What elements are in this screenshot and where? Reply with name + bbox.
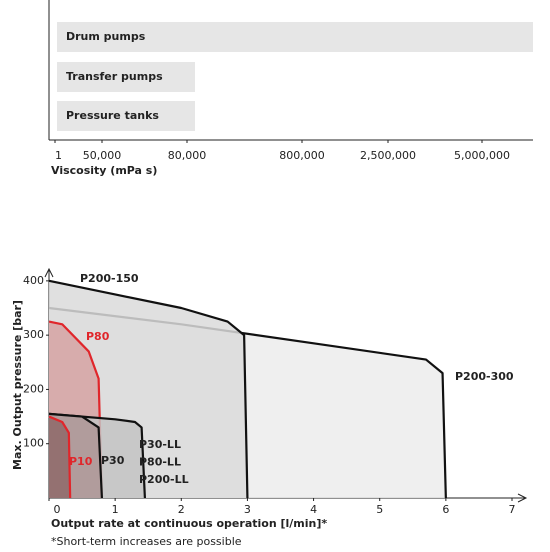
x-arrow	[517, 493, 528, 503]
x-tick-label: 4	[310, 503, 317, 516]
area	[49, 416, 71, 498]
x-tick-label: 6	[442, 503, 449, 516]
x-tick-label: 2,500,000	[360, 149, 416, 162]
x-tick-label: 1	[55, 149, 62, 162]
x-tick-label: 50,000	[83, 149, 122, 162]
series-line	[48, 412, 147, 499]
y-arrow	[44, 267, 54, 278]
x-tick-label: 3	[244, 503, 251, 516]
series-label: P10	[69, 455, 93, 468]
series-label: P200-150	[80, 272, 139, 285]
bar	[57, 62, 195, 92]
y-tick-label: 300	[23, 328, 44, 341]
x-tick-label: 5	[376, 503, 383, 516]
bar	[57, 101, 195, 131]
x-tick-label: 80,000	[168, 149, 207, 162]
bar-label: Pressure tanks	[66, 109, 159, 122]
series-line	[48, 415, 72, 499]
series-label: P200-LL	[139, 473, 189, 486]
x-tick-label: 7	[509, 503, 516, 516]
x-axis-title: Output rate at continuous operation [l/m…	[51, 517, 327, 530]
footnote: *Short-term increases are possible	[51, 535, 242, 548]
series-label: P80-LL	[139, 456, 181, 469]
series-label: P200-300	[455, 370, 514, 383]
y-axis-title: Max. Output pressure [bar]	[11, 300, 24, 470]
y-tick-label: 100	[23, 437, 44, 450]
x-axis-title: Viscosity (mPa s)	[51, 164, 157, 177]
series-line	[48, 279, 249, 499]
bar	[57, 22, 533, 52]
x-tick-label: 1	[112, 503, 119, 516]
x-tick-label: 5,000,000	[454, 149, 510, 162]
series-line	[48, 412, 104, 499]
series-label: P30-LL	[139, 438, 181, 451]
bar-label: Transfer pumps	[66, 70, 163, 83]
bar-label: Drum pumps	[66, 30, 146, 43]
series-label: P30	[101, 454, 125, 467]
x-tick-label: 800,000	[279, 149, 325, 162]
y-tick-label: 400	[23, 274, 44, 287]
x-tick-label: 0	[54, 503, 61, 516]
series-label: P80	[86, 330, 110, 343]
y-tick-label: 200	[23, 382, 44, 395]
x-tick-label: 2	[178, 503, 185, 516]
